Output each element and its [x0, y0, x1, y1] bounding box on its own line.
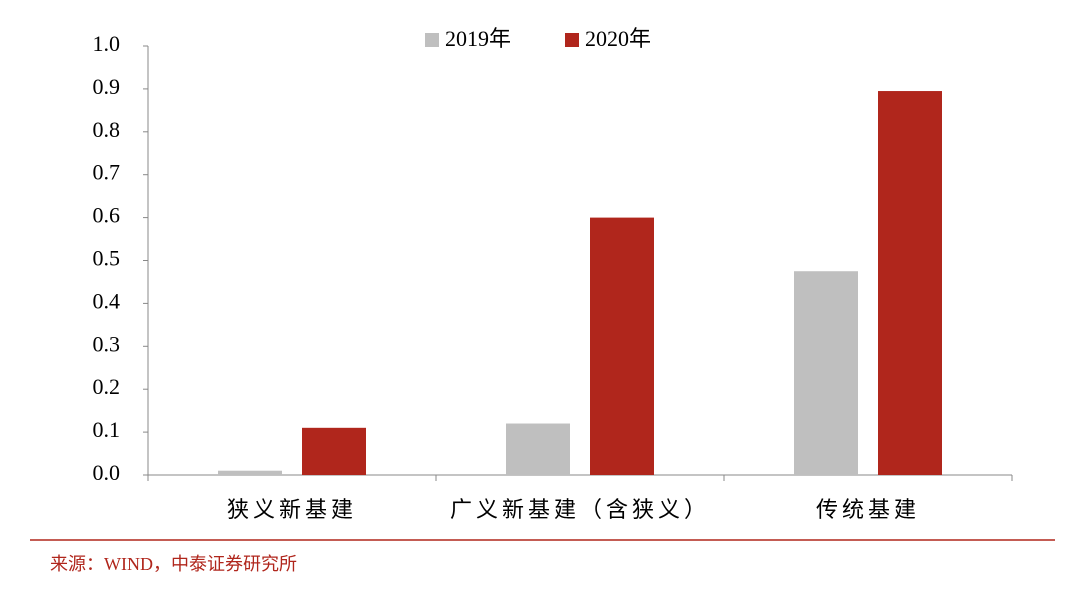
- bar: [218, 470, 282, 475]
- bar: [590, 217, 654, 475]
- y-tick-label: 0.2: [93, 374, 121, 399]
- y-tick-label: 0.8: [93, 117, 121, 142]
- y-tick-label: 0.6: [93, 203, 121, 228]
- x-tick-label: 狭义新基建: [227, 497, 357, 522]
- bar: [878, 91, 942, 476]
- y-tick-label: 0.4: [93, 288, 121, 313]
- y-tick-label: 0.9: [93, 74, 121, 99]
- x-tick-label: 传统基建: [816, 497, 920, 522]
- y-tick-label: 0.5: [93, 246, 121, 271]
- y-tick-label: 0.3: [93, 331, 121, 356]
- y-tick-label: 1.0: [93, 31, 121, 56]
- bar: [506, 423, 570, 475]
- legend-swatch: [565, 33, 579, 47]
- y-tick-label: 0.7: [93, 160, 121, 185]
- y-tick-label: 0.0: [93, 460, 121, 485]
- y-tick-label: 0.1: [93, 417, 121, 442]
- bar: [794, 271, 858, 475]
- legend-label: 2020年: [585, 26, 651, 51]
- legend-label: 2019年: [445, 26, 511, 51]
- source: 来源：WIND，中泰证券研究所: [50, 554, 297, 574]
- legend-swatch: [425, 33, 439, 47]
- x-tick-label: 广义新基建（含狭义）: [450, 497, 710, 522]
- bar: [302, 427, 366, 475]
